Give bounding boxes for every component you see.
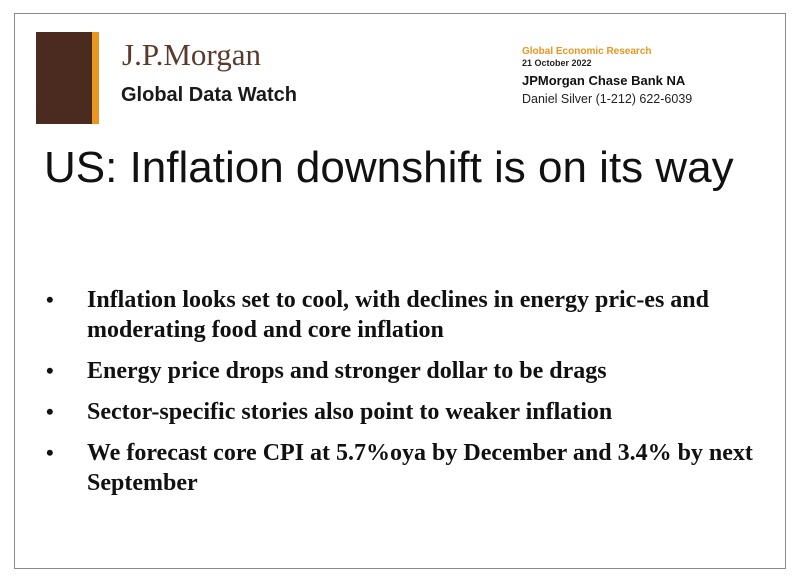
bullet-text: We forecast core CPI at 5.7%oya by Decem… xyxy=(87,440,753,496)
bullet-list: • Inflation looks set to cool, with decl… xyxy=(44,285,756,509)
bank-name: JPMorgan Chase Bank NA xyxy=(522,73,686,88)
report-meta: Global Economic Research 21 October 2022… xyxy=(522,46,772,108)
bullet-dot-icon: • xyxy=(46,358,54,383)
bullet-dot-icon: • xyxy=(46,440,54,465)
slide-title: US: Inflation downshift is on its way xyxy=(44,143,734,192)
brand-wordmark: J.P.Morgan xyxy=(122,37,261,72)
bullet-item: • Inflation looks set to cool, with decl… xyxy=(44,285,756,345)
bullet-text: Sector-specific stories also point to we… xyxy=(87,399,613,425)
bullet-item: • We forecast core CPI at 5.7%oya by Dec… xyxy=(44,438,756,498)
bullet-item: • Energy price drops and stronger dollar… xyxy=(44,356,756,386)
logo-accent-stripe xyxy=(92,32,99,124)
bullet-text: Inflation looks set to cool, with declin… xyxy=(87,287,709,343)
report-date: 21 October 2022 xyxy=(522,58,592,68)
bullet-dot-icon: • xyxy=(46,399,54,424)
bullet-text: Energy price drops and stronger dollar t… xyxy=(87,358,607,384)
analyst-contact: Daniel Silver (1-212) 622-6039 xyxy=(522,92,693,106)
slide-frame xyxy=(14,13,786,569)
logo-mark xyxy=(36,32,92,124)
department-label: Global Economic Research xyxy=(522,46,652,57)
publication-name: Global Data Watch xyxy=(121,84,297,106)
bullet-item: • Sector-specific stories also point to … xyxy=(44,397,756,427)
bullet-dot-icon: • xyxy=(46,287,54,312)
